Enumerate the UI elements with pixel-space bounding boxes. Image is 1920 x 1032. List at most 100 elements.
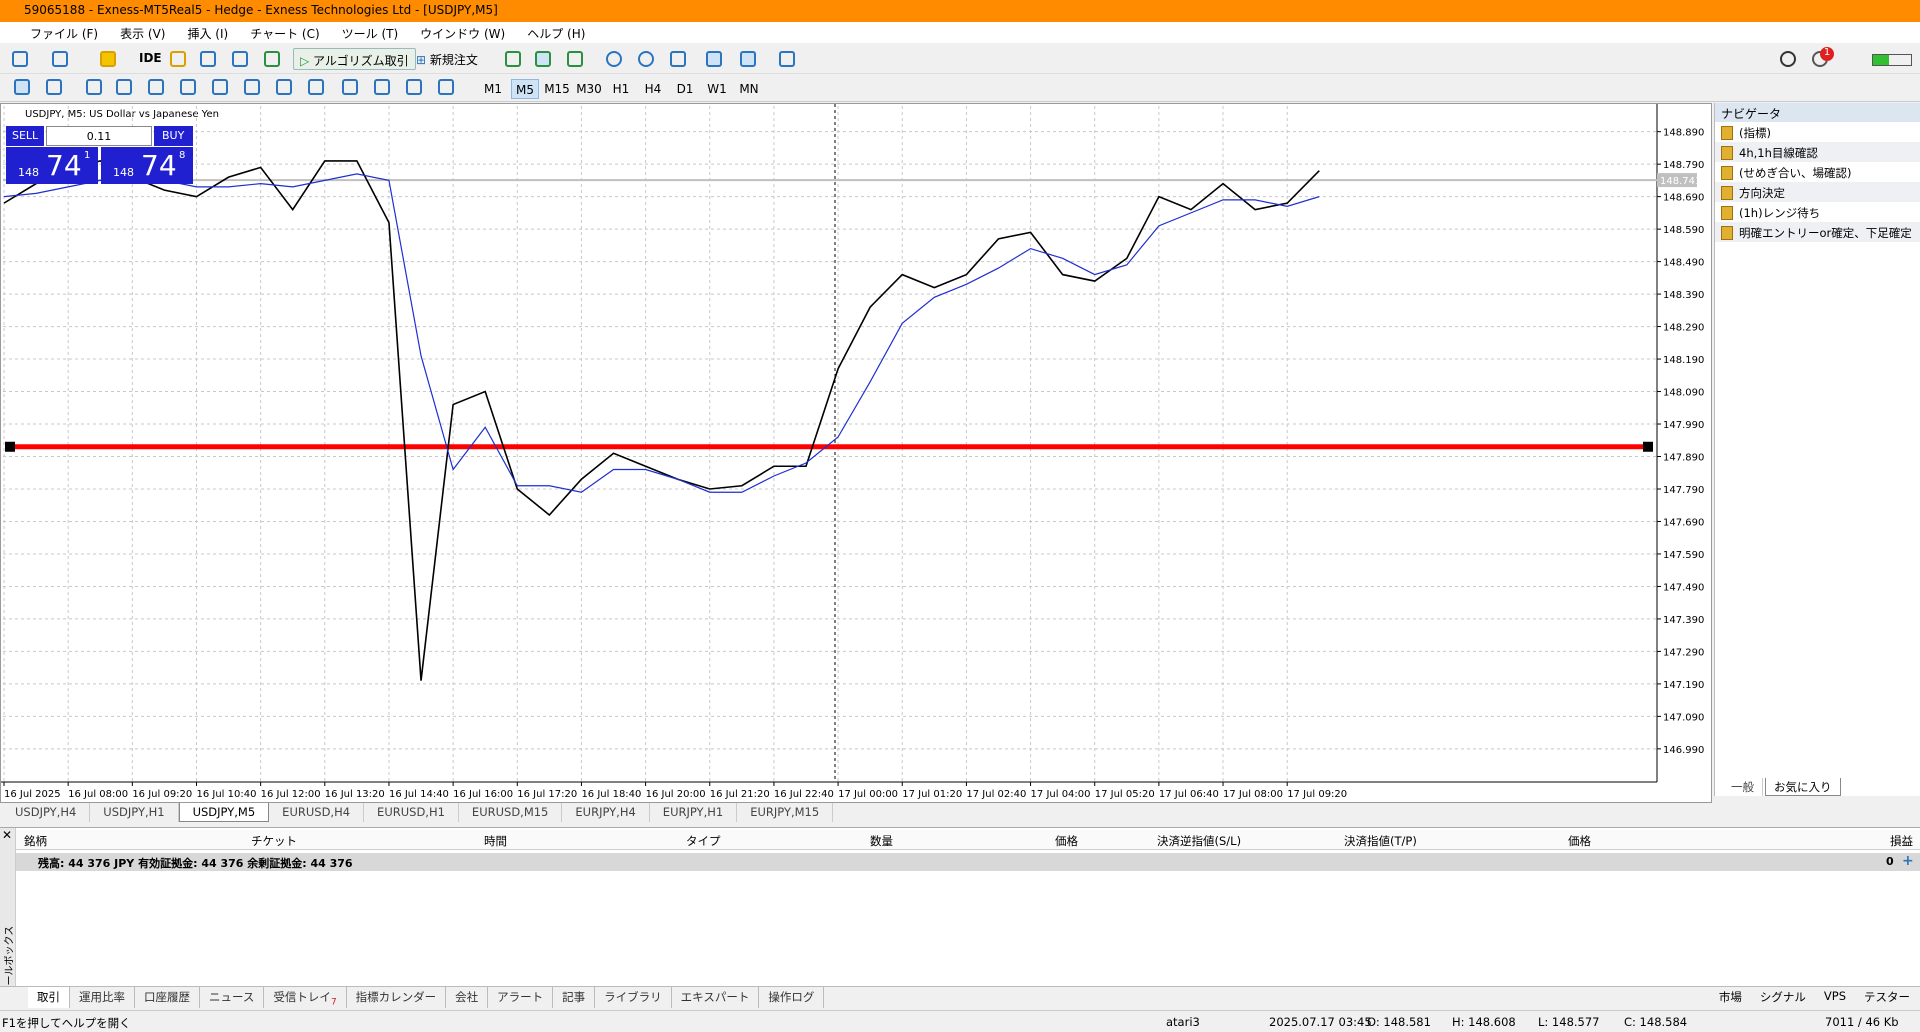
column-header[interactable]: タイプ: [686, 834, 721, 848]
menu-item[interactable]: 挿入 (I): [187, 27, 229, 41]
icon[interactable]: [606, 51, 622, 67]
menu-item[interactable]: チャート (C): [250, 27, 320, 41]
icon[interactable]: [505, 51, 521, 67]
icon[interactable]: [567, 51, 583, 67]
right-tab[interactable]: テスター: [1864, 990, 1910, 1004]
icon[interactable]: [438, 79, 454, 95]
icon[interactable]: [535, 51, 551, 67]
chart-tab[interactable]: EURJPY,H4: [562, 803, 650, 822]
sell-price[interactable]: 148 74 1: [6, 147, 98, 184]
timeframe-button[interactable]: W1: [707, 82, 727, 96]
icon[interactable]: [740, 51, 756, 67]
icon[interactable]: [170, 51, 186, 67]
chart-tab[interactable]: USDJPY,M5: [178, 803, 270, 822]
navigator-tab[interactable]: 一般: [1723, 778, 1763, 796]
icon[interactable]: [342, 79, 358, 95]
menu-item[interactable]: ウインドウ (W): [420, 27, 506, 41]
chart-tab[interactable]: USDJPY,H1: [90, 803, 179, 822]
icon[interactable]: [200, 51, 216, 67]
icon[interactable]: [706, 51, 722, 67]
navigator-item[interactable]: (指標): [1715, 122, 1920, 142]
toolbox-tab[interactable]: 操作ログ: [759, 987, 825, 1008]
icon[interactable]: [406, 79, 422, 95]
sell-button[interactable]: SELL: [6, 126, 44, 146]
icon[interactable]: [212, 79, 228, 95]
timeframe-button[interactable]: H4: [644, 82, 662, 96]
column-header[interactable]: 銘柄: [24, 834, 47, 848]
menu-item[interactable]: ヘルプ (H): [527, 27, 586, 41]
icon[interactable]: [779, 51, 795, 67]
toolbox-tab[interactable]: 口座履歴: [135, 987, 200, 1008]
menu-item[interactable]: ファイル (F): [30, 27, 99, 41]
toolbox-tab[interactable]: ニュース: [200, 987, 265, 1008]
icon[interactable]: [180, 79, 196, 95]
menu-item[interactable]: 表示 (V): [120, 27, 166, 41]
icon[interactable]: [116, 79, 132, 95]
icon[interactable]: [308, 79, 324, 95]
column-header[interactable]: 価格: [1568, 834, 1591, 848]
icon[interactable]: [14, 79, 30, 95]
icon[interactable]: [100, 51, 116, 67]
column-header[interactable]: 数量: [870, 834, 893, 848]
icon[interactable]: [52, 51, 68, 67]
toolbox-tab[interactable]: エキスパート: [672, 987, 760, 1008]
column-header[interactable]: 決済逆指値(S/L): [1157, 834, 1242, 848]
new-order-button[interactable]: ⊞ 新規注文: [416, 53, 478, 67]
navigator-item[interactable]: 方向決定: [1715, 182, 1920, 202]
timeframe-button[interactable]: M30: [576, 82, 602, 96]
menu-item[interactable]: ツール (T): [341, 27, 399, 41]
icon[interactable]: [46, 79, 62, 95]
right-tab[interactable]: シグナル: [1759, 990, 1806, 1004]
icon[interactable]: [12, 51, 28, 67]
column-header[interactable]: チケット: [251, 834, 297, 848]
navigator-item[interactable]: 4h,1h目線確認: [1715, 142, 1920, 162]
toolbox-tab[interactable]: 会社: [446, 987, 489, 1008]
icon[interactable]: [244, 79, 260, 95]
chart-tab[interactable]: EURUSD,M15: [459, 803, 563, 822]
toolbox-tab[interactable]: アラート: [488, 987, 554, 1008]
chart-tab[interactable]: EURUSD,H1: [364, 803, 459, 822]
right-tab[interactable]: 市場: [1718, 990, 1742, 1004]
column-header[interactable]: 時間: [484, 834, 507, 848]
timeframe-button[interactable]: D1: [676, 82, 694, 96]
timeframe-button[interactable]: H1: [612, 82, 630, 96]
chart-tab[interactable]: EURJPY,H1: [650, 803, 738, 822]
buy-button[interactable]: BUY: [154, 126, 193, 146]
navigator-item[interactable]: 明確エントリーor確定、下足確定: [1715, 222, 1920, 242]
volume-input[interactable]: 0.11: [46, 126, 152, 146]
navigator-item[interactable]: (1h)レンジ待ち: [1715, 202, 1920, 222]
column-header[interactable]: 決済指値(T/P): [1344, 834, 1417, 848]
timeframe-button[interactable]: MN: [739, 82, 759, 96]
icon[interactable]: [86, 79, 102, 95]
chart-tab[interactable]: EURJPY,M15: [737, 803, 834, 822]
icon[interactable]: [148, 79, 164, 95]
toolbox-tab[interactable]: ライブラリ: [595, 987, 672, 1008]
navigator-tab[interactable]: お気に入り: [1765, 778, 1841, 796]
algo-button[interactable]: ▷ アルゴリズム取引: [293, 48, 416, 70]
add-button[interactable]: +: [1902, 853, 1914, 869]
column-header[interactable]: 価格: [1055, 834, 1078, 848]
icon[interactable]: [276, 79, 292, 95]
toolbox-tab[interactable]: 取引: [28, 987, 70, 1008]
icon[interactable]: [670, 51, 686, 67]
buy-price[interactable]: 148 74 8: [101, 147, 193, 184]
icon[interactable]: [638, 51, 654, 67]
toolbox-tab[interactable]: 記事: [553, 987, 596, 1008]
timeframe-button[interactable]: M5: [511, 79, 539, 99]
toolbox-tab[interactable]: 運用比率: [70, 987, 135, 1008]
search-icon[interactable]: [1780, 51, 1796, 67]
icon[interactable]: [374, 79, 390, 95]
icon[interactable]: [264, 51, 280, 67]
toolbox-tab[interactable]: 指標カレンダー: [347, 987, 447, 1008]
column-header[interactable]: 損益: [1890, 834, 1913, 848]
toolbox-tab[interactable]: 受信トレイ7: [264, 987, 347, 1008]
timeframe-button[interactable]: M15: [544, 82, 570, 96]
ide-button[interactable]: IDE: [139, 51, 162, 65]
icon[interactable]: [232, 51, 248, 67]
chart-tab[interactable]: EURUSD,H4: [269, 803, 365, 822]
navigator-item[interactable]: (せめぎ合い、場確認): [1715, 162, 1920, 182]
right-tab[interactable]: VPS: [1823, 989, 1846, 1003]
close-button[interactable]: ✕: [2, 828, 13, 842]
chart-tab[interactable]: USDJPY,H4: [2, 803, 91, 822]
timeframe-button[interactable]: M1: [484, 82, 502, 96]
